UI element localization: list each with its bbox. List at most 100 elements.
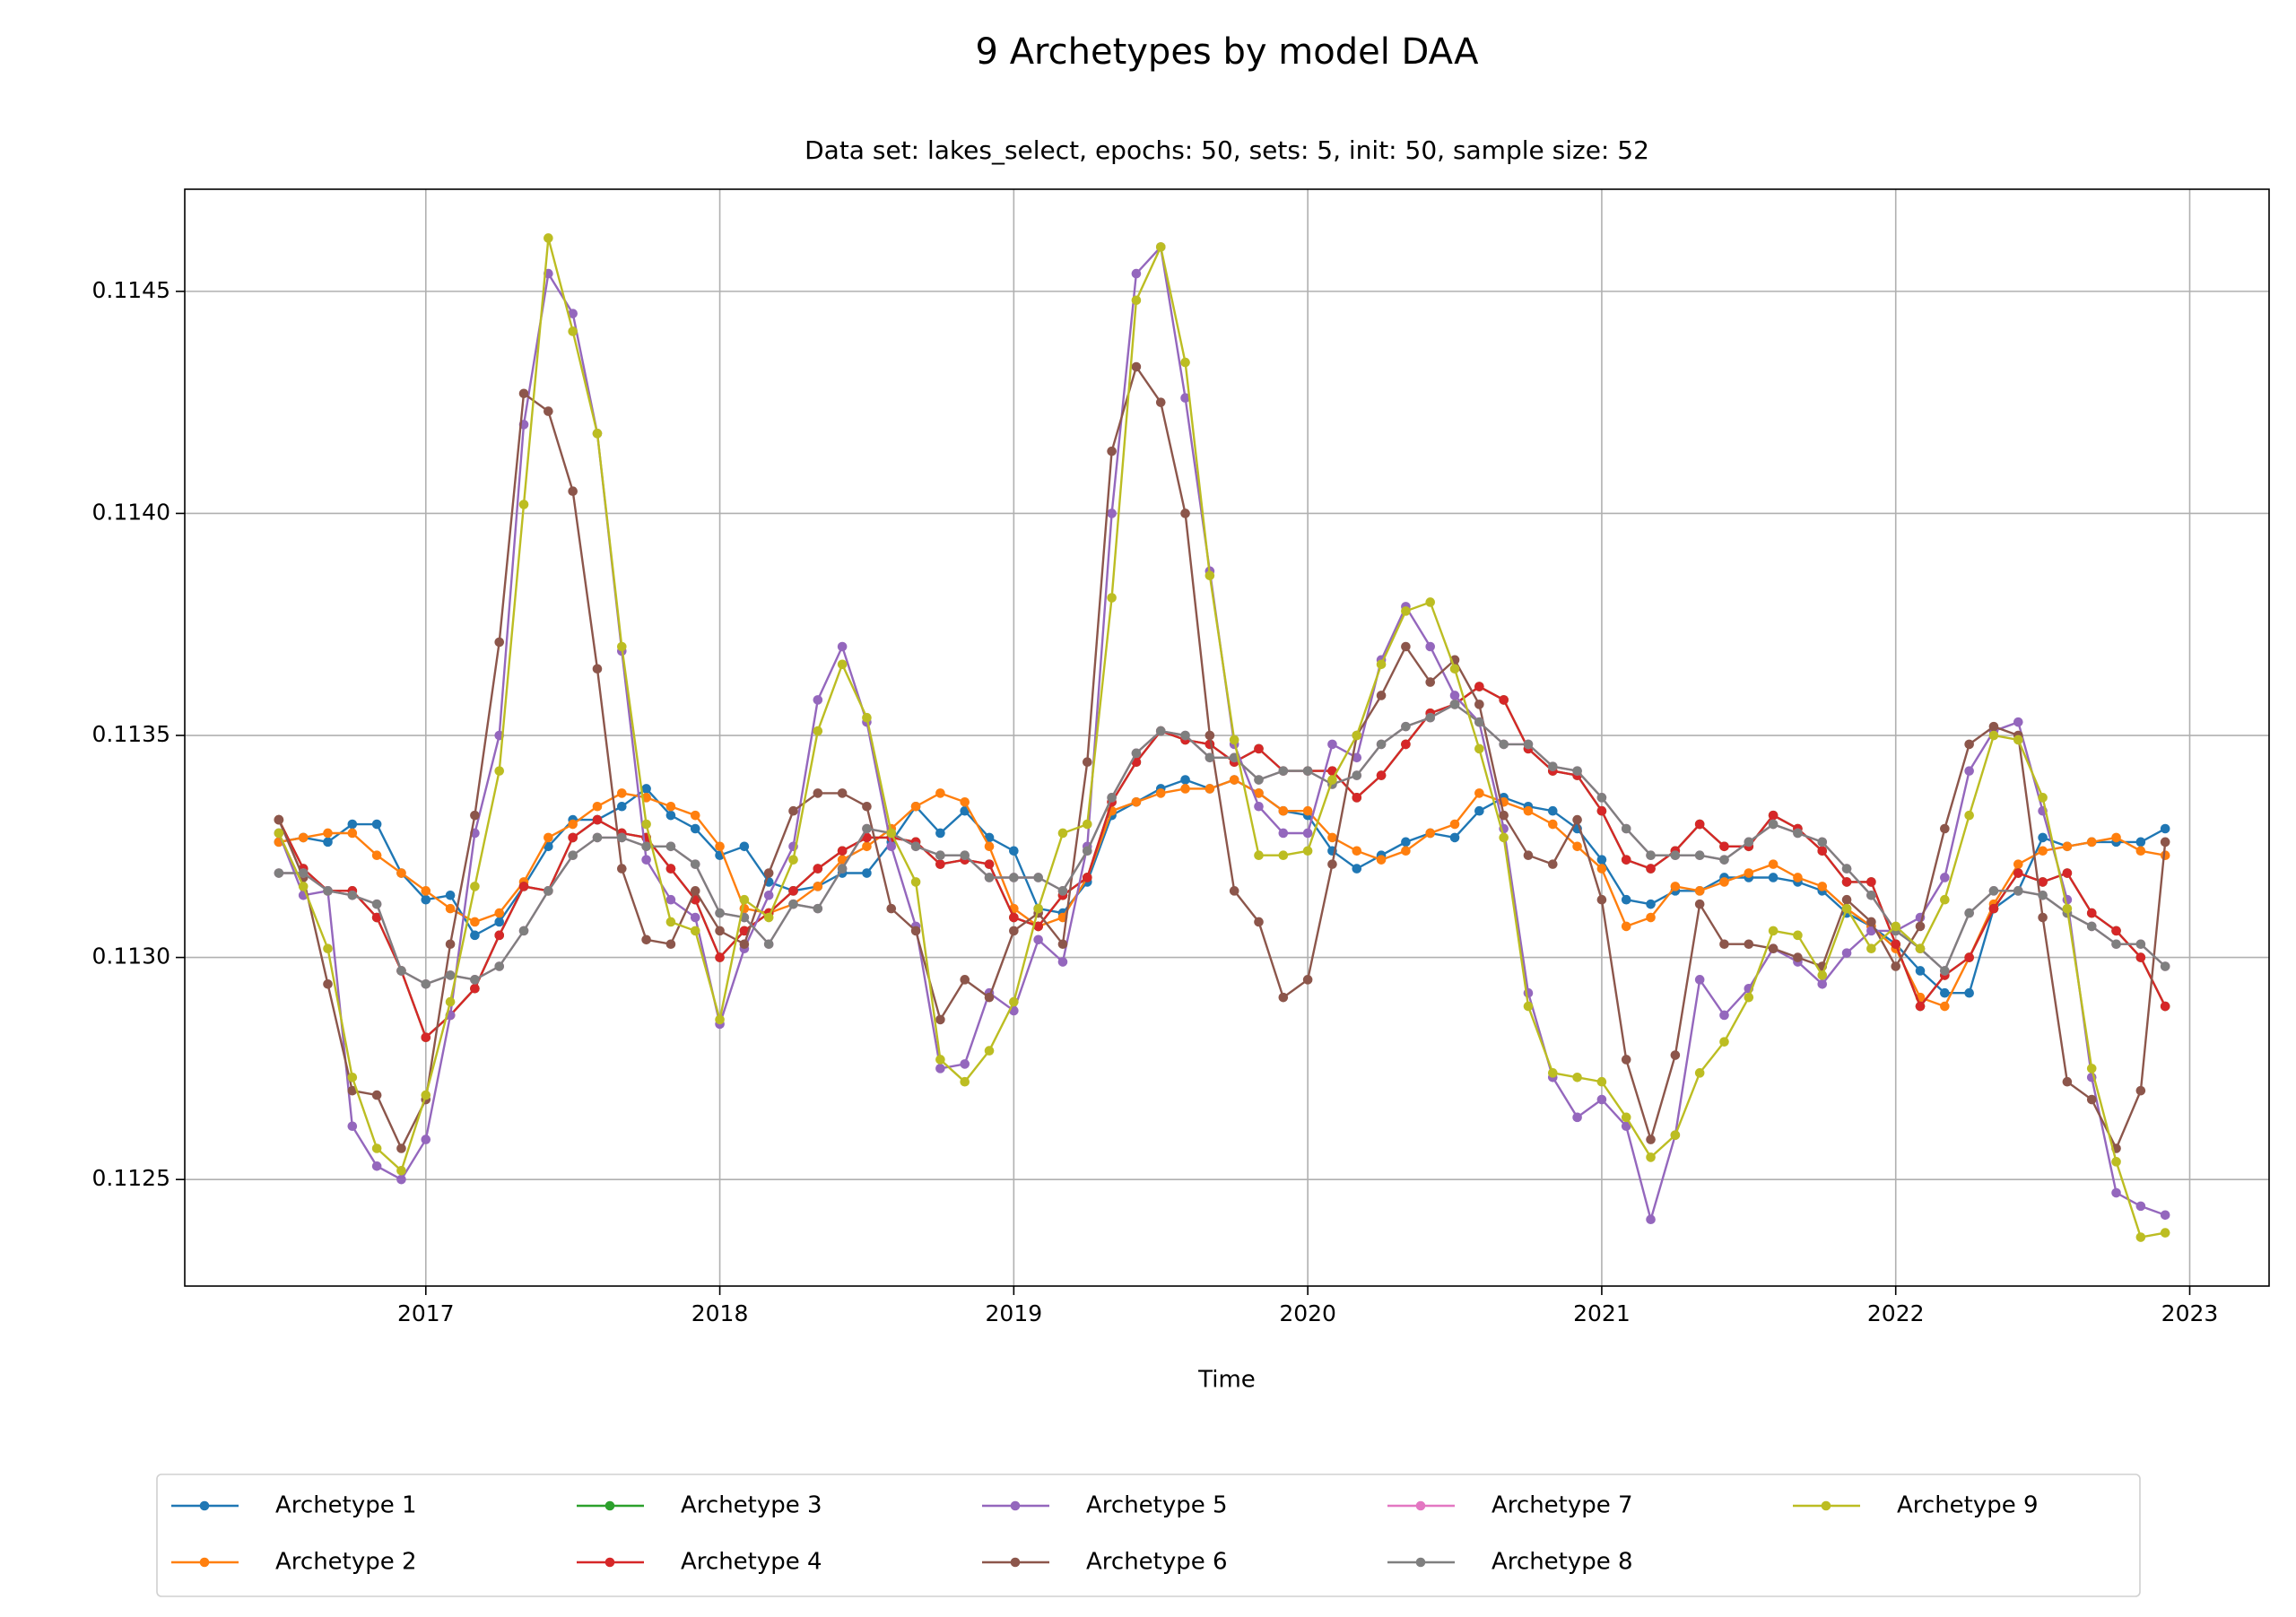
data-point: [665, 939, 676, 950]
legend-marker: [1010, 1500, 1021, 1511]
data-point: [1744, 868, 1754, 878]
data-point: [1940, 894, 1950, 905]
data-point: [1596, 805, 1607, 816]
data-point: [910, 801, 921, 812]
data-point: [1180, 775, 1190, 785]
data-point: [813, 726, 823, 736]
x-tick-label: 2020: [1279, 1300, 1336, 1326]
data-point: [1083, 873, 1092, 882]
data-point: [544, 832, 553, 843]
data-point: [1793, 828, 1803, 839]
data-point: [2086, 1094, 2097, 1105]
data-point: [1278, 828, 1289, 839]
data-point: [1817, 970, 1828, 980]
data-point: [2086, 921, 2097, 932]
data-point: [1474, 805, 1484, 816]
data-point: [1768, 873, 1779, 882]
data-point: [837, 846, 848, 856]
data-point: [1988, 886, 1999, 896]
data-point: [298, 832, 309, 843]
data-point: [1841, 894, 1852, 905]
data-point: [617, 801, 627, 812]
data-point: [665, 864, 676, 874]
data-point: [1793, 873, 1803, 882]
data-point: [1621, 855, 1631, 865]
data-point: [1131, 268, 1142, 279]
data-point: [1009, 926, 1019, 936]
data-point: [1621, 921, 1631, 932]
data-point: [1621, 1121, 1631, 1132]
data-point: [445, 890, 456, 900]
y-tick-label: 0.1125: [92, 1165, 170, 1191]
data-point: [1768, 943, 1779, 953]
data-point: [1131, 748, 1142, 759]
legend-box: [156, 1474, 2141, 1597]
data-point: [1891, 961, 1901, 971]
data-point: [1694, 850, 1705, 861]
data-point: [1107, 593, 1117, 603]
data-point: [984, 859, 995, 869]
chart-subtitle: Data set: lakes_select, epochs: 50, sets…: [804, 135, 1649, 165]
data-point: [494, 908, 505, 918]
data-point: [1474, 682, 1484, 691]
data-point: [1155, 726, 1166, 736]
data-point: [862, 801, 872, 812]
data-point: [984, 873, 995, 882]
data-point: [1352, 752, 1362, 763]
data-point: [984, 992, 995, 1003]
data-point: [470, 930, 480, 941]
data-point: [2062, 903, 2073, 914]
data-point: [371, 1161, 382, 1171]
data-point: [837, 641, 848, 652]
data-point: [1254, 917, 1264, 927]
legend-label: Archetype 6: [1086, 1549, 1228, 1576]
data-point: [2135, 952, 2146, 962]
data-point: [421, 1135, 431, 1144]
data-point: [813, 864, 823, 874]
data-point: [1964, 952, 1974, 962]
data-point: [1107, 446, 1117, 456]
data-point: [371, 899, 382, 909]
data-point: [1572, 1072, 1582, 1082]
data-point: [1205, 730, 1215, 741]
data-point: [1744, 837, 1754, 848]
data-point: [1107, 509, 1117, 518]
chart-title: 9 Archetypes by model DAA: [976, 31, 1480, 73]
data-point: [935, 788, 945, 798]
data-point: [2135, 939, 2146, 950]
data-point: [1425, 677, 1436, 687]
data-point: [1719, 855, 1729, 865]
data-point: [371, 850, 382, 861]
data-point: [1841, 877, 1852, 887]
data-point: [1646, 864, 1656, 874]
data-point: [1278, 992, 1289, 1003]
data-point: [568, 850, 578, 861]
data-point: [1670, 1130, 1681, 1140]
data-point: [1866, 917, 1876, 927]
legend-label: Archetype 8: [1492, 1549, 1633, 1576]
data-point: [1376, 691, 1387, 700]
data-point: [763, 890, 774, 900]
data-point: [2135, 1232, 2146, 1242]
data-point: [1009, 996, 1019, 1007]
data-point: [494, 637, 505, 648]
data-point: [421, 1032, 431, 1043]
data-point: [1988, 903, 1999, 914]
data-point: [1499, 832, 1509, 843]
data-point: [1327, 739, 1337, 750]
data-point: [323, 979, 333, 989]
data-point: [1229, 735, 1239, 745]
data-point: [592, 801, 603, 812]
data-point: [421, 894, 431, 905]
data-point: [1302, 975, 1313, 985]
data-point: [494, 961, 505, 971]
data-point: [1425, 828, 1436, 839]
data-point: [1499, 810, 1509, 821]
data-point: [568, 486, 578, 496]
data-point: [1866, 890, 1876, 900]
data-point: [935, 1055, 945, 1065]
data-point: [1401, 837, 1411, 848]
data-point: [323, 943, 333, 953]
data-point: [1057, 886, 1068, 896]
series-line: [277, 244, 2166, 1224]
